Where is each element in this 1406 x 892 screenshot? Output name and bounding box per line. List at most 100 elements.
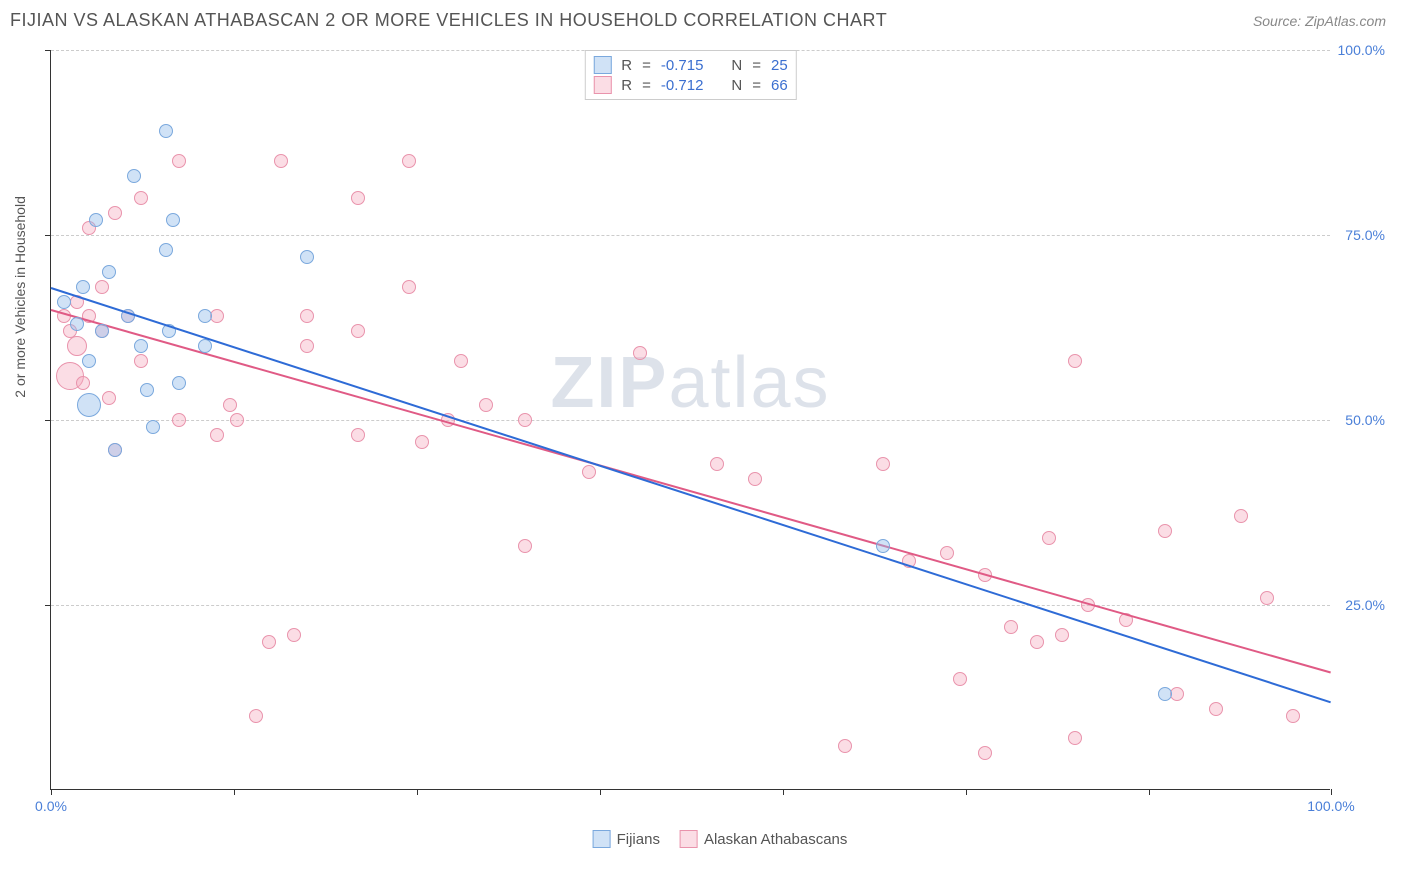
data-point-fijians [159, 243, 173, 257]
data-point-athabascans [1004, 620, 1018, 634]
data-point-athabascans [978, 746, 992, 760]
data-point-athabascans [710, 457, 724, 471]
data-point-fijians [76, 280, 90, 294]
data-point-athabascans [1209, 702, 1223, 716]
data-point-athabascans [262, 635, 276, 649]
data-point-athabascans [1170, 687, 1184, 701]
data-point-fijians [57, 295, 71, 309]
data-point-athabascans [172, 413, 186, 427]
data-point-fijians [198, 309, 212, 323]
stats-row-athabascans: R = -0.712 N = 66 [593, 75, 787, 95]
data-point-athabascans [172, 154, 186, 168]
x-tick [600, 789, 601, 795]
plot-area: ZIPatlas R = -0.715 N = 25 R = -0.712 N … [50, 50, 1330, 790]
x-tick-label: 0.0% [35, 798, 67, 814]
stats-legend: R = -0.715 N = 25 R = -0.712 N = 66 [584, 50, 796, 100]
data-point-athabascans [210, 428, 224, 442]
data-point-fijians [876, 539, 890, 553]
data-point-athabascans [102, 391, 116, 405]
data-point-athabascans [300, 309, 314, 323]
data-point-fijians [146, 420, 160, 434]
data-point-fijians [82, 354, 96, 368]
source-credit: Source: ZipAtlas.com [1253, 13, 1386, 29]
data-point-athabascans [351, 428, 365, 442]
x-tick [234, 789, 235, 795]
data-point-athabascans [351, 191, 365, 205]
data-point-fijians [159, 124, 173, 138]
data-point-fijians [166, 213, 180, 227]
x-tick [51, 789, 52, 795]
trendline-athabascans [51, 309, 1332, 674]
data-point-athabascans [1030, 635, 1044, 649]
data-point-athabascans [940, 546, 954, 560]
data-point-fijians [70, 317, 84, 331]
data-point-fijians [300, 250, 314, 264]
data-point-fijians [89, 213, 103, 227]
data-point-athabascans [415, 435, 429, 449]
gridline [51, 605, 1330, 606]
correlation-chart: 2 or more Vehicles in Household ZIPatlas… [50, 50, 1390, 810]
data-point-fijians [140, 383, 154, 397]
data-point-athabascans [1068, 354, 1082, 368]
x-tick [1149, 789, 1150, 795]
data-point-fijians [127, 169, 141, 183]
legend-item-athabascans: Alaskan Athabascans [680, 830, 847, 848]
data-point-athabascans [876, 457, 890, 471]
gridline [51, 50, 1330, 51]
data-point-athabascans [1158, 524, 1172, 538]
data-point-fijians [172, 376, 186, 390]
gridline [51, 235, 1330, 236]
data-point-athabascans [249, 709, 263, 723]
x-tick [783, 789, 784, 795]
data-point-athabascans [633, 346, 647, 360]
x-tick [1331, 789, 1332, 795]
data-point-athabascans [108, 206, 122, 220]
data-point-athabascans [76, 376, 90, 390]
data-point-athabascans [582, 465, 596, 479]
bottom-legend: Fijians Alaskan Athabascans [593, 830, 848, 848]
data-point-athabascans [95, 280, 109, 294]
data-point-fijians [198, 339, 212, 353]
data-point-athabascans [402, 154, 416, 168]
legend-item-fijians: Fijians [593, 830, 660, 848]
data-point-fijians [77, 393, 101, 417]
watermark: ZIPatlas [550, 342, 830, 424]
x-tick [417, 789, 418, 795]
x-tick [966, 789, 967, 795]
data-point-athabascans [838, 739, 852, 753]
data-point-athabascans [134, 354, 148, 368]
data-point-athabascans [1042, 531, 1056, 545]
data-point-athabascans [479, 398, 493, 412]
data-point-athabascans [274, 154, 288, 168]
trendline-fijians [51, 287, 1332, 703]
chart-header: FIJIAN VS ALASKAN ATHABASCAN 2 OR MORE V… [0, 0, 1406, 31]
x-tick-label: 100.0% [1307, 798, 1354, 814]
data-point-fijians [134, 339, 148, 353]
data-point-athabascans [748, 472, 762, 486]
data-point-fijians [95, 324, 109, 338]
data-point-athabascans [953, 672, 967, 686]
y-tick-label: 75.0% [1345, 227, 1385, 243]
data-point-athabascans [223, 398, 237, 412]
chart-title: FIJIAN VS ALASKAN ATHABASCAN 2 OR MORE V… [10, 10, 887, 31]
y-axis-label: 2 or more Vehicles in Household [12, 196, 28, 398]
data-point-athabascans [1055, 628, 1069, 642]
swatch-athabascans [593, 76, 611, 94]
data-point-athabascans [1068, 731, 1082, 745]
data-point-athabascans [518, 539, 532, 553]
data-point-athabascans [67, 336, 87, 356]
y-tick-label: 50.0% [1345, 412, 1385, 428]
data-point-athabascans [134, 191, 148, 205]
data-point-athabascans [287, 628, 301, 642]
data-point-athabascans [1260, 591, 1274, 605]
data-point-fijians [1158, 687, 1172, 701]
data-point-athabascans [351, 324, 365, 338]
swatch-fijians [593, 830, 611, 848]
stats-row-fijians: R = -0.715 N = 25 [593, 55, 787, 75]
swatch-athabascans [680, 830, 698, 848]
data-point-athabascans [1234, 509, 1248, 523]
data-point-athabascans [454, 354, 468, 368]
data-point-athabascans [230, 413, 244, 427]
data-point-athabascans [518, 413, 532, 427]
data-point-fijians [108, 443, 122, 457]
